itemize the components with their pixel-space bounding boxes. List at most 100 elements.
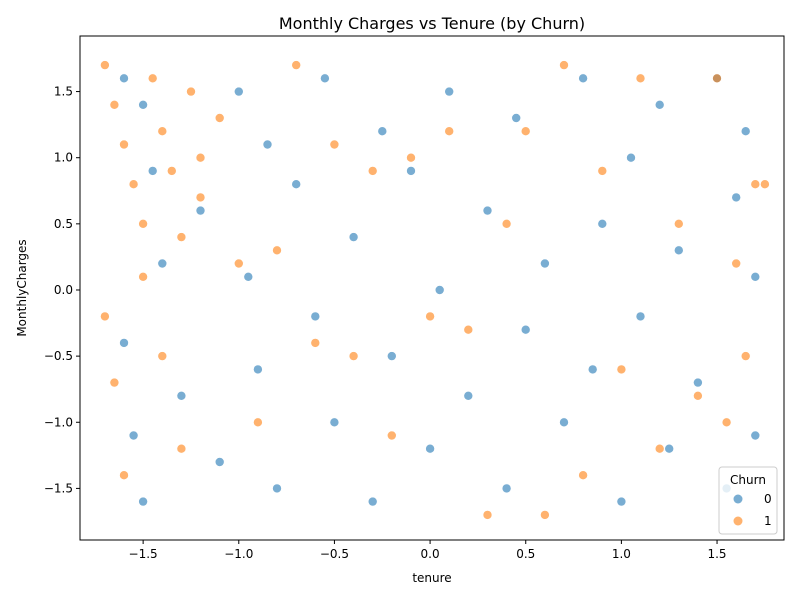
data-point-churn-0 [501, 483, 512, 494]
y-axis-label: MonthlyCharges [15, 239, 29, 336]
x-tick-label: 0.5 [516, 547, 535, 561]
data-point-churn-1 [425, 311, 435, 322]
y-tick-label: 0.5 [54, 217, 73, 231]
data-point-churn-1 [740, 351, 751, 361]
y-tick-label: 1.5 [54, 85, 73, 99]
data-point-churn-1 [673, 219, 684, 229]
data-point-churn-0 [664, 443, 675, 454]
y-tick-label: −1.0 [44, 415, 73, 429]
data-point-churn-1 [214, 113, 225, 123]
data-point-churn-0 [176, 390, 187, 401]
plot-area-frame [79, 35, 785, 541]
data-point-churn-1 [712, 73, 722, 84]
data-point-churn-0 [434, 285, 445, 295]
x-tick-label: −1.5 [129, 547, 158, 561]
data-point-churn-1 [386, 430, 397, 441]
data-point-churn-1 [109, 377, 120, 388]
data-point-churn-1 [291, 60, 302, 70]
data-point-churn-1 [501, 219, 512, 229]
data-point-churn-0 [195, 205, 206, 216]
data-point-churn-1 [760, 179, 770, 189]
x-tick-label: −1.0 [224, 547, 253, 561]
legend: Churn 0 1 [718, 466, 778, 535]
data-point-churn-1 [635, 73, 646, 84]
data-point-churn-1 [147, 73, 158, 84]
data-point-churn-0 [693, 377, 703, 388]
data-point-churn-1 [138, 219, 148, 229]
data-point-churn-0 [138, 496, 148, 507]
data-point-churn-0 [540, 258, 550, 269]
data-point-churn-1 [119, 470, 129, 481]
x-tick-label: 1.0 [612, 547, 631, 561]
legend-label-0: 0 [764, 492, 772, 506]
data-point-churn-1 [186, 86, 196, 97]
data-point-churn-0 [520, 324, 531, 335]
data-point-churn-0 [348, 232, 359, 242]
data-point-churn-1 [109, 100, 120, 110]
data-point-churn-1 [119, 139, 129, 150]
data-point-churn-1 [750, 179, 761, 189]
x-axis-ticks: −1.5 −1.0 −0.5 0.0 0.5 1.0 1.5 [129, 540, 727, 561]
data-point-churn-0 [272, 483, 282, 494]
data-point-churn-1 [234, 258, 244, 269]
data-point-churn-1 [559, 60, 569, 70]
data-point-churn-0 [262, 139, 273, 150]
data-point-churn-0 [243, 271, 254, 282]
y-axis-ticks: −1.5 −1.0 −0.5 0.0 0.5 1.0 1.5 [44, 85, 80, 495]
data-point-churn-0 [310, 311, 321, 322]
data-point-churn-1 [597, 166, 608, 176]
data-point-churn-1 [100, 60, 110, 70]
data-point-churn-0 [673, 245, 684, 256]
legend-label-1: 1 [764, 514, 772, 528]
data-point-churn-0 [147, 166, 158, 176]
data-point-churn-0 [367, 496, 378, 507]
data-point-churn-0 [578, 73, 588, 84]
data-point-churn-1 [195, 152, 206, 163]
data-point-churn-0 [731, 192, 742, 203]
data-point-churn-0 [253, 364, 263, 375]
data-point-churn-0 [444, 86, 455, 97]
data-point-churn-0 [128, 430, 139, 441]
data-point-churn-1 [176, 443, 187, 454]
x-axis-label: tenure [412, 571, 451, 585]
chart-title: Monthly Charges vs Tenure (by Churn) [279, 14, 585, 33]
data-point-churn-0 [119, 73, 129, 84]
data-point-churn-1 [367, 166, 378, 176]
data-point-churn-0 [119, 338, 129, 348]
data-point-churn-0 [597, 219, 608, 229]
data-point-churn-1 [100, 311, 110, 322]
data-point-churn-0 [406, 166, 416, 176]
data-point-churn-0 [425, 443, 435, 454]
data-point-churn-1 [463, 324, 474, 335]
data-point-churn-1 [272, 245, 282, 256]
data-point-churn-0 [377, 126, 388, 136]
data-point-churn-0 [587, 364, 598, 375]
y-tick-label: 0.0 [54, 283, 73, 297]
data-point-churn-0 [740, 126, 751, 136]
data-point-churn-1 [157, 351, 168, 361]
data-point-churn-0 [234, 86, 244, 97]
data-point-churn-1 [138, 271, 148, 282]
data-point-churn-1 [721, 417, 732, 428]
data-point-churn-0 [138, 100, 148, 110]
y-tick-label: −0.5 [44, 349, 73, 363]
data-point-churn-1 [406, 152, 416, 163]
data-point-churn-1 [195, 192, 206, 203]
y-tick-label: −1.5 [44, 481, 73, 495]
data-point-churn-0 [750, 430, 761, 441]
data-point-churn-1 [693, 390, 703, 401]
data-point-churn-0 [635, 311, 646, 322]
data-point-churn-0 [291, 179, 302, 189]
x-tick-label: −0.5 [320, 547, 349, 561]
data-point-churn-0 [616, 496, 627, 507]
x-tick-label: 1.5 [707, 547, 726, 561]
data-point-churn-0 [463, 390, 474, 401]
legend-box [718, 466, 778, 535]
data-point-churn-1 [253, 417, 263, 428]
data-point-churn-1 [578, 470, 588, 481]
data-point-churn-1 [348, 351, 359, 361]
legend-title: Churn [730, 473, 766, 487]
data-point-churn-1 [176, 232, 187, 242]
